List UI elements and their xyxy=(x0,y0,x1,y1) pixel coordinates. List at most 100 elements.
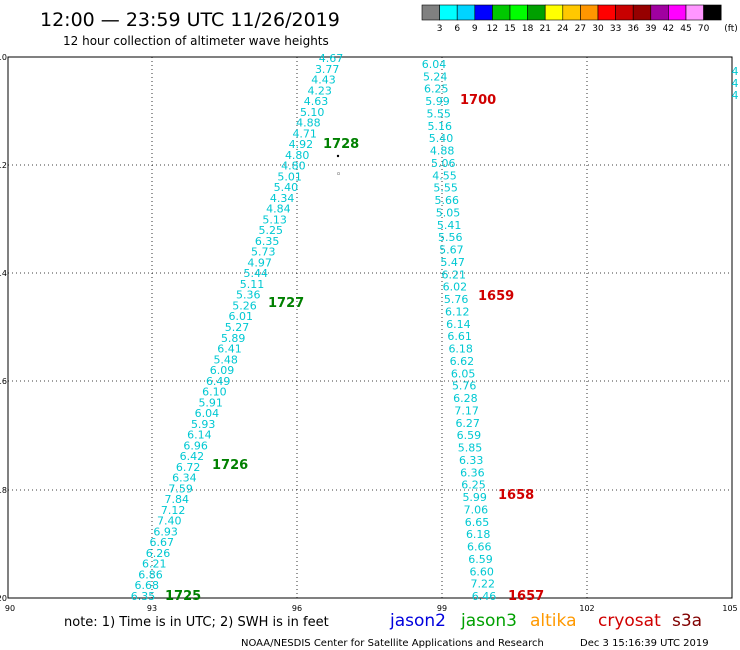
small-marker: ◦ xyxy=(336,154,341,180)
swh-value: 4.43 xyxy=(311,74,336,87)
swh-value: 6.25 xyxy=(424,83,449,96)
swh-value: 6.62 xyxy=(450,355,475,368)
swh-value: 6.27 xyxy=(455,417,480,430)
colorbar-swatch xyxy=(527,4,546,21)
colorbar-label: 42 xyxy=(663,24,674,34)
swh-value: 5.01 xyxy=(277,170,302,183)
swh-value: 5.44 xyxy=(244,267,269,280)
track-time-label: 1726 xyxy=(212,458,248,473)
colorbar-label: 9 xyxy=(472,24,478,34)
swh-value: 7.40 xyxy=(157,515,182,528)
swh-value: 6.12 xyxy=(445,305,470,318)
track-time-label: 1658 xyxy=(498,488,534,503)
swh-value: 5.99 xyxy=(425,95,450,108)
swh-value: 4.97 xyxy=(247,256,272,269)
swh-value: 6.01 xyxy=(229,310,254,323)
colorbar-label: 3 xyxy=(437,24,443,34)
swh-value: 5.47 xyxy=(440,256,465,269)
swh-value: 5.76 xyxy=(444,293,469,306)
swh-value: 6.42 xyxy=(180,450,205,463)
latitude-tick: -12 xyxy=(0,161,7,170)
colorbar-swatch xyxy=(580,4,599,21)
swh-value: 6.72 xyxy=(176,461,201,474)
swh-value: 7.22 xyxy=(471,578,496,591)
swh-value: 5.36 xyxy=(236,289,261,302)
swh-value: 5.24 xyxy=(423,70,448,83)
swh-value: 5.10 xyxy=(300,106,325,119)
marker-glyph: ◦ xyxy=(336,170,341,180)
swh-value: 4 xyxy=(732,89,739,102)
swh-value: 6.21 xyxy=(442,268,467,281)
swh-value: 5.55 xyxy=(426,108,451,121)
longitude-tick: 93 xyxy=(147,604,157,613)
satellite-legend-cryosat: cryosat xyxy=(598,611,661,631)
swh-value: 5.91 xyxy=(198,396,223,409)
swh-value: 6.35 xyxy=(255,235,280,248)
swh-value: 6.18 xyxy=(466,528,491,541)
latitude-tick: -16 xyxy=(0,377,7,386)
map-subtitle: 12 hour collection of altimeter wave hei… xyxy=(63,34,329,48)
longitude-tick: 102 xyxy=(579,604,594,613)
swh-value: 4.34 xyxy=(270,192,295,205)
swh-value: 6.09 xyxy=(210,364,235,377)
swh-value: 6.68 xyxy=(135,579,160,592)
colorbar-swatch xyxy=(456,4,476,21)
swh-value: 6.14 xyxy=(446,318,471,331)
swh-value: 6.61 xyxy=(447,330,472,343)
track-time-label: 1727 xyxy=(268,296,304,311)
longitude-tick: 90 xyxy=(5,604,15,613)
swh-value: 6.04 xyxy=(195,407,220,420)
swh-value: 6.21 xyxy=(142,558,167,571)
swh-value: 6.86 xyxy=(138,569,163,582)
colorbar-swatch xyxy=(562,4,581,21)
swh-value: 7.17 xyxy=(454,404,479,417)
swh-value: 5.55 xyxy=(433,182,458,195)
swh-value: 5.06 xyxy=(431,157,456,170)
colorbar-label: 30 xyxy=(592,24,604,34)
track-time-label: 1657 xyxy=(508,589,544,604)
colorbar-swatch xyxy=(509,4,528,21)
swh-value: 6.04 xyxy=(422,58,447,71)
longitude-tick: 99 xyxy=(437,604,447,613)
legend-note: note: 1) Time is in UTC; 2) SWH is in fe… xyxy=(64,615,329,630)
colorbar-swatch xyxy=(703,4,722,21)
swh-value: 6.93 xyxy=(153,525,178,538)
colorbar-swatch xyxy=(597,4,616,21)
swh-value: 6.18 xyxy=(448,343,473,356)
latitude-tick: -18 xyxy=(0,486,7,495)
colorbar-label: 21 xyxy=(539,24,550,34)
wave-height-colorbar: 3 6 9 12 15 18 21 24 27 30 33 36 39 42 45 70 (ft) xyxy=(421,4,738,34)
swh-value: 6.25 xyxy=(461,479,486,492)
swh-value: 5.99 xyxy=(462,491,487,504)
swh-value: 5.89 xyxy=(221,332,246,345)
swh-value: 5.93 xyxy=(191,418,216,431)
swh-value: 5.76 xyxy=(452,380,477,393)
swh-value: 4.23 xyxy=(307,84,332,97)
track-edge-swh-values: 444 xyxy=(732,65,739,102)
colorbar-label: 45 xyxy=(680,24,691,34)
satellite-legend-jason2: jason2 xyxy=(389,611,446,631)
swh-value: 6.28 xyxy=(453,392,478,405)
swh-value: 6.14 xyxy=(187,429,212,442)
colorbar-label: 36 xyxy=(627,24,639,34)
swh-value: 4.80 xyxy=(285,149,310,162)
swh-value: 6.65 xyxy=(465,516,490,529)
colorbar-label: 12 xyxy=(487,24,498,34)
colorbar-swatch xyxy=(632,4,652,21)
colorbar-swatch xyxy=(544,4,564,21)
swh-value: 6.34 xyxy=(172,472,197,485)
swh-value: 6.35 xyxy=(131,590,156,603)
swh-value: 6.10 xyxy=(202,386,227,399)
swh-value: 5.05 xyxy=(436,207,461,220)
lat-lon-grid xyxy=(8,57,732,598)
swh-value: 4.55 xyxy=(432,169,457,182)
swh-value: 4.88 xyxy=(296,117,321,130)
track-time-label: 1725 xyxy=(165,589,201,604)
track-left-swh-values: 6.356.686.866.216.266.676.937.407.127.84… xyxy=(131,52,344,603)
swh-value: 6.02 xyxy=(443,281,468,294)
swh-value: 7.59 xyxy=(168,482,193,495)
colorbar-swatch xyxy=(650,4,669,21)
swh-value: 5.40 xyxy=(274,181,299,194)
colorbar-label: 70 xyxy=(698,24,710,34)
swh-value: 6.26 xyxy=(146,547,171,560)
